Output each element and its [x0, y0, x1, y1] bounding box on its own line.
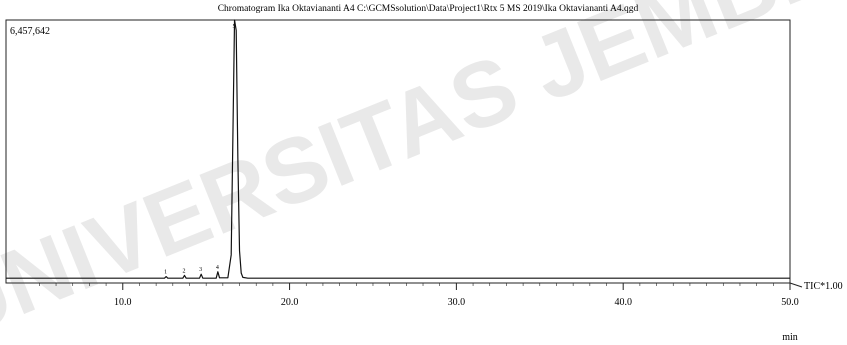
- tic-trace: [6, 19, 790, 279]
- trace-group: [6, 19, 803, 288]
- trace-pointer: [789, 282, 803, 288]
- x-axis-unit-label: min: [782, 332, 798, 343]
- peak-label: 2: [182, 268, 185, 274]
- x-axis: 10.0 20.0 30.0 40.0 50.0: [39, 283, 799, 308]
- peak-label: 1: [164, 270, 167, 276]
- x-tick-label: 10.0: [114, 297, 132, 308]
- y-max-label: 6,457,642: [10, 26, 50, 37]
- trace-label: TIC*1.00: [804, 281, 843, 292]
- peak-label: 4: [216, 265, 219, 271]
- x-tick-label: 40.0: [614, 297, 632, 308]
- x-tick-label: 20.0: [281, 297, 299, 308]
- plot-frame: [5, 19, 791, 284]
- x-tick-label: 50.0: [781, 297, 799, 308]
- peak-label: 3: [199, 267, 202, 273]
- x-tick-label: 30.0: [448, 297, 466, 308]
- chart-title: Chromatogram Ika Oktaviananti A4 C:\GCMS…: [218, 4, 639, 14]
